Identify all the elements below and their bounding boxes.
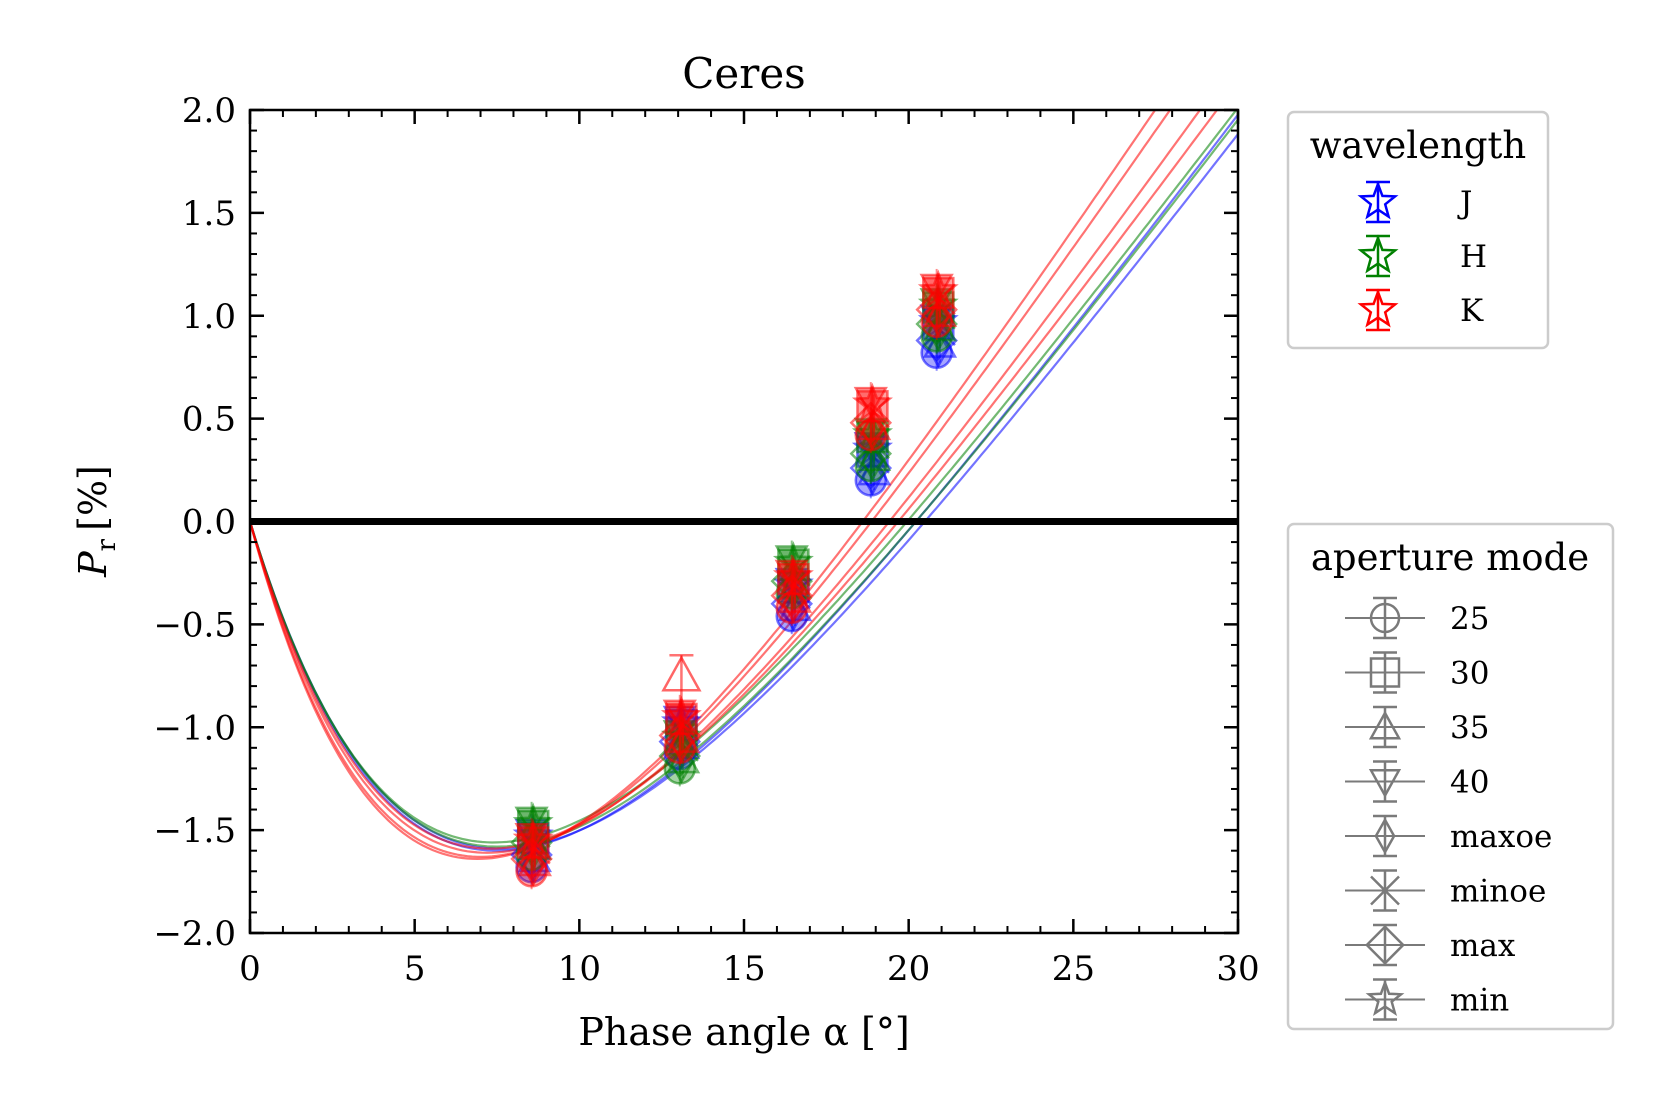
- plot-area: 0 5 10 15 20 25 30 2.0 1.5 1.0 0.5 0.0 −0.5 −1.0 −1.5 −…: [153, 91, 1259, 989]
- y-tick-label: 0.5: [182, 400, 236, 440]
- legend-aperture: aperture mode 25 30 35 40 maxoe minoe max min: [1286, 522, 1615, 1031]
- x-tick-label: 15: [722, 949, 765, 989]
- legend-marker-star: [1365, 979, 1405, 1016]
- y-tick-label: 2.0: [182, 91, 236, 131]
- legend-marker-thin-diamond: [1374, 817, 1396, 855]
- legend-marker-H: [1357, 234, 1399, 274]
- fit-curve: [250, 119, 1238, 848]
- data-point: [670, 744, 693, 785]
- y-axis-unit: [%]: [71, 465, 115, 531]
- data-point: [510, 837, 553, 881]
- y-axis-label: Pr [%]: [71, 465, 122, 578]
- y-tick-label: 0.0: [182, 503, 236, 543]
- y-tick-label: −1.5: [153, 811, 236, 851]
- fit-curve: [250, 110, 1172, 859]
- legend-marker-square: [1369, 657, 1401, 688]
- legend-marker-circle: [1369, 602, 1401, 634]
- legend-marker-triangle-down: [1368, 769, 1402, 799]
- data-points: [510, 268, 959, 890]
- data-point: [660, 695, 702, 735]
- y-tick-label: 1.0: [182, 297, 236, 337]
- legend-entry-maxoe: maxoe: [1345, 814, 1552, 858]
- x-axis-label: Phase angle α [°]: [578, 1010, 909, 1054]
- data-point: [915, 319, 958, 362]
- fit-curves: [250, 110, 1238, 861]
- y-axis-symbol: P: [71, 550, 115, 578]
- data-point: [522, 847, 545, 887]
- x-tick-label: 10: [558, 949, 601, 989]
- y-axis-subscript: r: [92, 538, 122, 551]
- data-point: [512, 818, 554, 858]
- legend-entry-minoe: minoe: [1345, 869, 1546, 912]
- legend-label: 35: [1450, 710, 1489, 746]
- legend-label: J: [1457, 185, 1472, 221]
- legend-marker-triangle-up: [1368, 710, 1402, 740]
- fit-curve: [250, 110, 1157, 861]
- data-point: [782, 584, 805, 624]
- legend-entry-min: min: [1345, 978, 1509, 1021]
- legend-marker-K: [1357, 288, 1399, 328]
- outlier-point: [661, 655, 702, 692]
- data-point: [770, 574, 814, 617]
- chart-title: Ceres: [682, 49, 805, 98]
- legend-label: 25: [1450, 601, 1489, 637]
- legend-marker-x: [1370, 875, 1400, 906]
- y-tick-label: 1.5: [182, 194, 236, 234]
- x-tick-label: 0: [239, 949, 261, 989]
- fit-curve: [250, 110, 1202, 854]
- y-tick-label: −0.5: [153, 605, 236, 645]
- data-point: [772, 555, 814, 595]
- data-point: [915, 288, 958, 331]
- data-point: [658, 734, 702, 778]
- legend-label: min: [1450, 983, 1509, 1019]
- x-tick-label: 5: [404, 949, 426, 989]
- data-point: [851, 382, 893, 422]
- x-tick-label: 30: [1216, 949, 1259, 989]
- data-point: [927, 328, 950, 369]
- x-tick-label: 25: [1052, 949, 1095, 989]
- legend-label: 30: [1450, 656, 1489, 692]
- fit-curve: [250, 110, 1238, 844]
- legend-marker-diamond: [1365, 925, 1405, 965]
- data-point: [670, 723, 693, 764]
- x-tick-label: 20: [887, 949, 930, 989]
- legend-label: K: [1460, 293, 1484, 329]
- legend-label: maxoe: [1450, 819, 1552, 855]
- legend-wavelength-title: wavelength: [1310, 124, 1526, 167]
- legend-entry-30: 30: [1345, 651, 1489, 694]
- legend-entry-35: 35: [1345, 705, 1489, 749]
- legend-marker-J: [1357, 180, 1399, 220]
- data-point: [861, 442, 884, 482]
- legend-aperture-title: aperture mode: [1311, 536, 1589, 579]
- data-point: [927, 298, 950, 338]
- data-point: [861, 411, 884, 451]
- y-tick-label: −2.0: [153, 914, 236, 954]
- legend-label: 40: [1450, 765, 1489, 801]
- legend-entry-40: 40: [1345, 760, 1489, 803]
- legend-entry-25: 25: [1345, 596, 1489, 640]
- legend-entry-max: max: [1345, 923, 1516, 967]
- fit-curve: [250, 133, 1238, 850]
- fit-curve: [250, 110, 1219, 850]
- legend-wavelength: wavelength JHK: [1286, 110, 1550, 350]
- data-point: [917, 269, 959, 309]
- axis-ticks: 0 5 10 15 20 25 30 2.0 1.5 1.0 0.5 0.0 −0.5 −1.0 −1.5 −…: [153, 91, 1259, 989]
- legend-label: max: [1450, 928, 1516, 964]
- legend-label: minoe: [1450, 874, 1546, 910]
- data-point: [849, 401, 893, 445]
- data-point: [849, 432, 893, 475]
- data-point: [658, 714, 702, 757]
- legend-label: H: [1460, 239, 1487, 275]
- y-tick-label: −1.0: [153, 708, 236, 748]
